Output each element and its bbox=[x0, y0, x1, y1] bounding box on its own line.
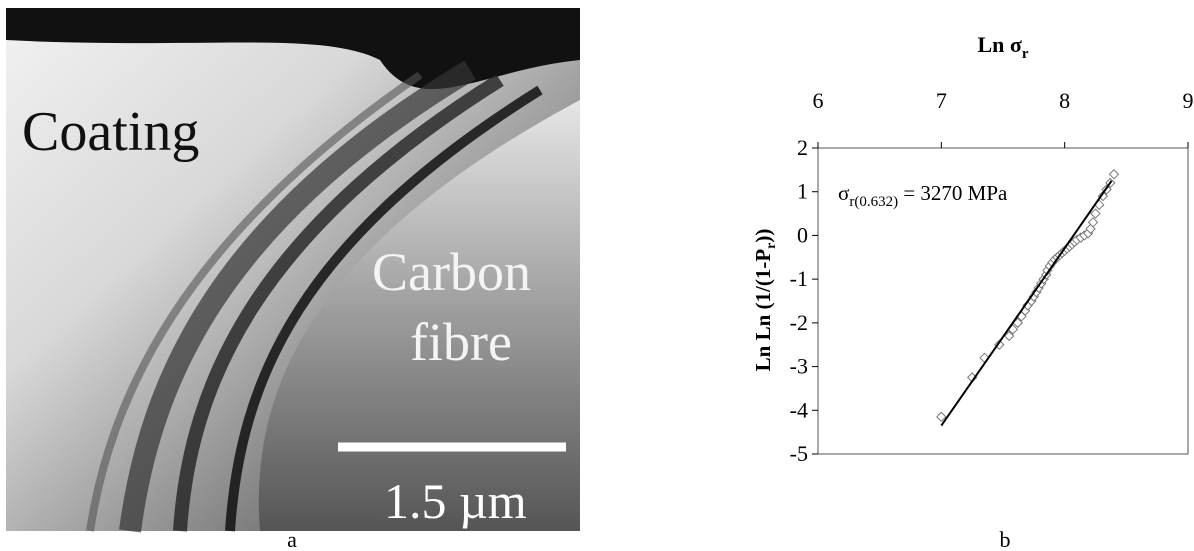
annotation-text: σ bbox=[838, 181, 849, 205]
x-tick-label: 8 bbox=[1059, 88, 1070, 113]
caption: a bbox=[287, 527, 297, 551]
annotation-text: = 3270 MPa bbox=[898, 181, 1008, 205]
caption: b bbox=[1000, 527, 1011, 551]
y-tick-label: -4 bbox=[790, 397, 808, 422]
y-tick-label: 1 bbox=[797, 179, 808, 204]
data-point bbox=[1110, 170, 1119, 179]
y-axis-title: Ln Ln (1/(1-Pr)) bbox=[751, 229, 779, 372]
x-axis-title: Ln σr bbox=[977, 32, 1028, 62]
x-tick-label: 7 bbox=[936, 88, 947, 113]
y-axis-title-text: )) bbox=[751, 229, 775, 243]
x-tick-label: 6 bbox=[813, 88, 824, 113]
y-tick-label: -3 bbox=[790, 354, 808, 379]
y-tick-label: -1 bbox=[790, 266, 808, 291]
annotation-sub: r(0.632) bbox=[849, 194, 898, 210]
figure: Coating Carbon fibre 1.5 µm a b Ln σr Ln… bbox=[0, 0, 1194, 551]
fit-line bbox=[941, 181, 1111, 426]
x-axis-title-text: Ln σ bbox=[977, 32, 1021, 57]
y-tick-label: 0 bbox=[797, 222, 808, 247]
x-tick-label: 9 bbox=[1183, 88, 1194, 113]
y-tick-label: -2 bbox=[790, 310, 808, 335]
data-point bbox=[1091, 209, 1100, 218]
image-label: fibre bbox=[410, 312, 512, 372]
image-label: Carbon bbox=[372, 242, 531, 302]
y-tick-label: -5 bbox=[790, 441, 808, 466]
scale-bar-label: 1.5 µm bbox=[384, 473, 527, 529]
x-axis-title-sub: r bbox=[1022, 46, 1029, 62]
micrograph: Coating Carbon fibre 1.5 µm bbox=[6, 8, 580, 531]
image-label: Coating bbox=[22, 101, 199, 163]
y-axis-title-text: Ln Ln (1/(1-P bbox=[751, 249, 775, 372]
y-tick-label: 2 bbox=[797, 135, 808, 160]
page: Coating Carbon fibre 1.5 µm a b Ln σr Ln… bbox=[0, 0, 1194, 551]
annotation: σr(0.632) = 3270 MPa bbox=[838, 181, 1008, 210]
